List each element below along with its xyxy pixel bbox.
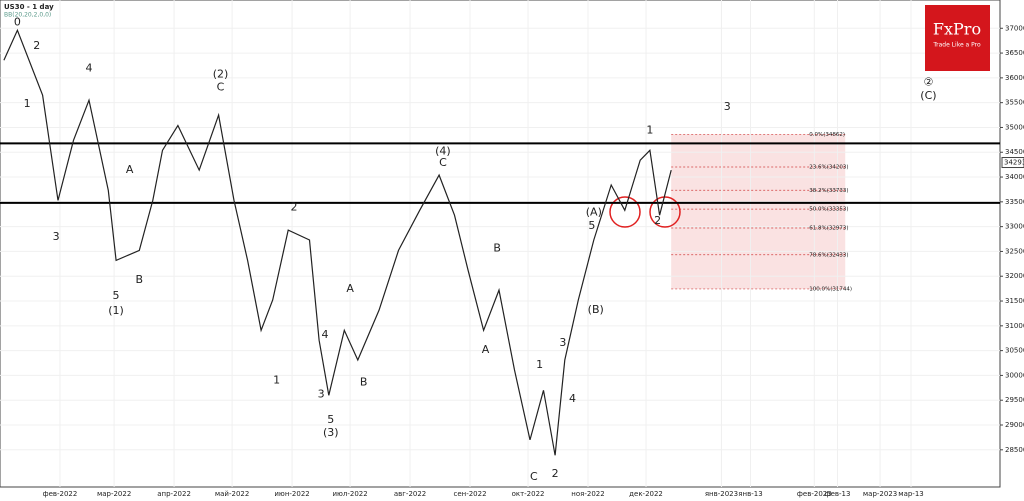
wave-label: 1 xyxy=(646,123,653,136)
wave-label: 2 xyxy=(654,214,661,227)
logo-slogan: Trade Like a Pro xyxy=(932,42,981,49)
y-tick-label: 31500 xyxy=(1005,297,1024,305)
wave-label: 2 xyxy=(552,467,559,480)
x-tick-label: фев-13 xyxy=(825,490,851,498)
wave-label: B xyxy=(360,375,368,388)
x-tick-label: июн-2022 xyxy=(274,490,309,498)
x-tick-label: май-2022 xyxy=(215,490,249,498)
fib-zone xyxy=(671,134,846,289)
wave-label: (B) xyxy=(588,303,604,316)
price-tag-label: 34293 xyxy=(1004,159,1024,167)
wave-label: C xyxy=(530,470,538,483)
wave-label: 1 xyxy=(536,358,543,371)
wave-label: ② xyxy=(923,75,933,88)
wave-label: C xyxy=(439,156,447,169)
y-tick-label: 29000 xyxy=(1005,421,1024,429)
x-tick-label: сен-2022 xyxy=(453,490,486,498)
y-tick-label: 31000 xyxy=(1005,322,1024,330)
wave-label: 3 xyxy=(318,387,325,400)
fib-label: 61.8%(32973) xyxy=(809,225,848,231)
x-tick-label: окт-2022 xyxy=(512,490,545,498)
wave-label: A xyxy=(346,282,354,295)
y-tick-label: 34500 xyxy=(1005,148,1024,156)
wave-label: (4) xyxy=(435,144,451,157)
wave-label: 5 xyxy=(327,413,334,426)
x-tick-label: июл-2022 xyxy=(332,490,367,498)
y-tick-label: 35500 xyxy=(1005,99,1024,107)
wave-label: 4 xyxy=(321,328,328,341)
wave-label: 4 xyxy=(85,61,92,74)
wave-label: (C) xyxy=(920,89,936,102)
chart-title: US30 - 1 day xyxy=(4,3,54,11)
wave-label: C xyxy=(217,80,225,93)
x-tick-label: апр-2022 xyxy=(157,490,191,498)
logo-box xyxy=(925,5,990,71)
x-tick-label: янв-2023 xyxy=(705,490,738,498)
price-line xyxy=(3,28,672,456)
wave-label: A xyxy=(482,343,490,356)
wave-label: 2 xyxy=(291,200,298,213)
y-tick-label: 30000 xyxy=(1005,371,1024,379)
x-tick-label: авг-2022 xyxy=(394,490,426,498)
x-tick-label: мар-2022 xyxy=(97,490,131,498)
y-tick-label: 37000 xyxy=(1005,24,1024,32)
fib-label: 38.2%(33733) xyxy=(809,188,848,194)
y-tick-label: 28500 xyxy=(1005,446,1024,454)
y-tick-label: 36500 xyxy=(1005,49,1024,57)
wave-label: 3 xyxy=(559,336,566,349)
y-tick-label: 32000 xyxy=(1005,272,1024,280)
highlight-circle xyxy=(649,196,681,228)
fib-label: 78.6%(32433) xyxy=(809,252,848,258)
y-tick-label: 34000 xyxy=(1005,173,1024,181)
wave-label: 2 xyxy=(33,39,40,52)
wave-label: (3) xyxy=(323,426,339,439)
fib-label: 100.0%(31744) xyxy=(809,286,852,292)
x-tick-label: фев-2022 xyxy=(43,490,78,498)
y-tick-label: 33000 xyxy=(1005,223,1024,231)
indicator-label: BB(20,20,2,0,0) xyxy=(4,12,51,19)
wave-label: 5 xyxy=(588,219,595,232)
wave-label: 5 xyxy=(113,289,120,302)
wave-label: (1) xyxy=(108,304,124,317)
y-tick-label: 33500 xyxy=(1005,198,1024,206)
fib-label: 50.0%(33353) xyxy=(809,207,848,213)
wave-label: B xyxy=(493,241,501,254)
wave-label: B xyxy=(135,273,143,286)
wave-label: (A) xyxy=(586,205,602,218)
x-tick-label: мар-13 xyxy=(898,490,923,498)
x-tick-label: ноя-2022 xyxy=(571,490,604,498)
wave-label: 1 xyxy=(24,97,31,110)
wave-label: 1 xyxy=(273,373,280,386)
highlight-circle xyxy=(609,196,641,228)
wave-label: (2) xyxy=(213,67,229,80)
x-tick-label: мар-2023 xyxy=(863,490,897,498)
logo-name: FxPro xyxy=(933,20,981,39)
fib-label: 0.0%(34862) xyxy=(809,132,845,138)
y-tick-label: 35000 xyxy=(1005,123,1024,131)
y-tick-label: 32500 xyxy=(1005,247,1024,255)
wave-label: 0 xyxy=(14,15,21,28)
price-tag xyxy=(1001,157,1024,169)
x-tick-label: янв-13 xyxy=(738,490,762,498)
y-tick-label: 30500 xyxy=(1005,347,1024,355)
x-tick-label: фев-2023 xyxy=(797,490,832,498)
x-tick-label: дек-2022 xyxy=(629,490,663,498)
y-tick-label: 29500 xyxy=(1005,396,1024,404)
wave-label: A xyxy=(126,163,134,176)
wave-label: 4 xyxy=(569,392,576,405)
wave-label: 3 xyxy=(724,100,731,113)
wave-label: 3 xyxy=(53,230,60,243)
fib-label: 23.6%(34203) xyxy=(809,164,848,170)
y-tick-label: 36000 xyxy=(1005,74,1024,82)
